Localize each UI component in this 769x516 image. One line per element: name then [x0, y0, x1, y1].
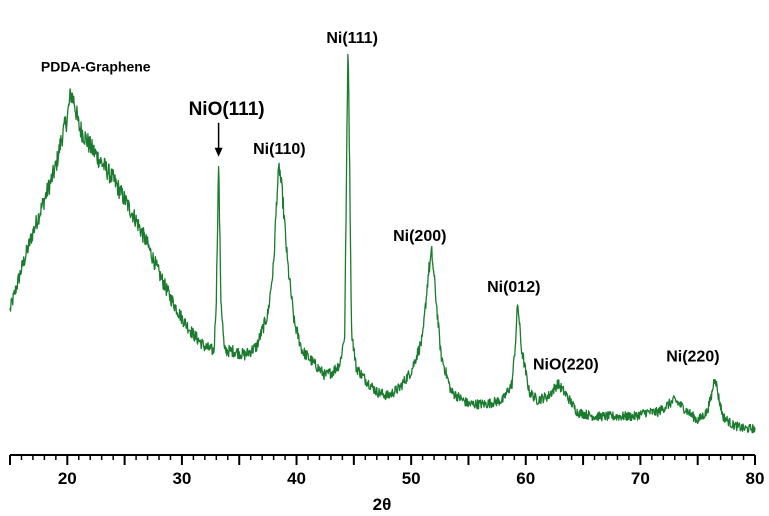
peak-label: Ni(012) [487, 279, 540, 296]
series-line-0 [9, 53, 756, 434]
x-tick-label: 20 [58, 469, 77, 488]
peak-label: NiO(111) [189, 99, 265, 120]
x-tick-label: 70 [631, 469, 650, 488]
xrd-pattern-line [9, 53, 756, 434]
x-axis-ticks: 20 30 40 50 60 70 80 [9, 455, 765, 488]
x-tick-label: 30 [172, 469, 191, 488]
peak-label: Ni(110) [253, 141, 305, 158]
annotation-arrow-head [214, 147, 223, 157]
x-axis-label: 2θ [373, 495, 392, 514]
x-tick-label: 50 [402, 469, 421, 488]
peak-label: Ni(111) [326, 30, 378, 47]
peak-label: Ni(200) [393, 228, 446, 245]
x-tick-label: 60 [516, 469, 535, 488]
x-tick-label: 40 [287, 469, 306, 488]
peak-label: Ni(220) [666, 348, 719, 365]
peak-label: NiO(220) [533, 357, 599, 374]
peak-annotations: PDDA-Graphene NiO(111) Ni(110) Ni(111) Ni(20… [41, 30, 720, 374]
x-tick-label: 80 [746, 469, 765, 488]
peak-label: PDDA-Graphene [41, 58, 151, 74]
